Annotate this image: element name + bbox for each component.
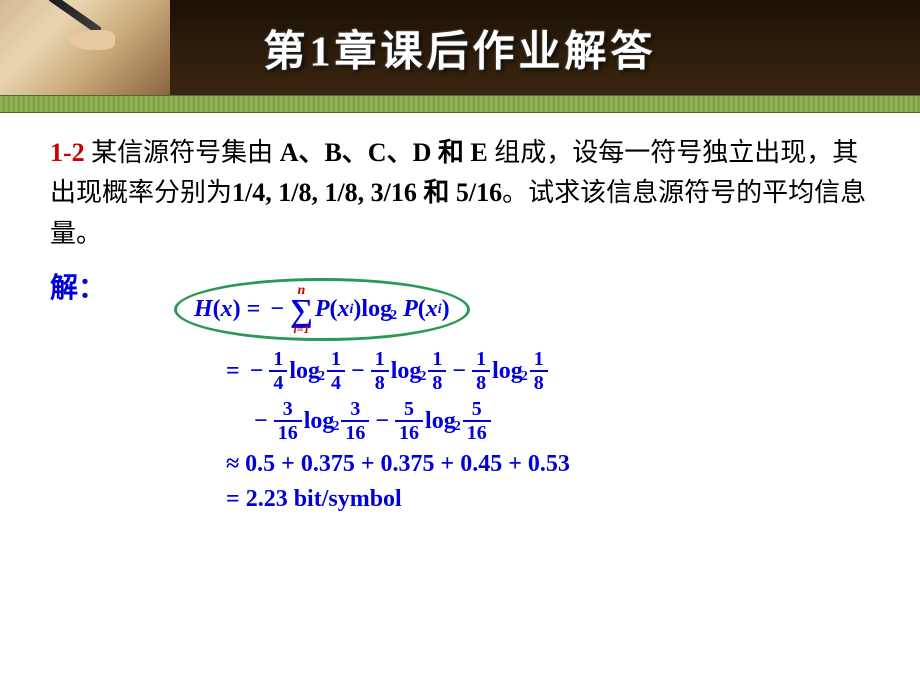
- sub-i1: i: [350, 302, 354, 318]
- fd: 8: [428, 370, 446, 393]
- fd: 8: [371, 370, 389, 393]
- frac-3-16b: 316: [341, 399, 369, 443]
- lb2c: 2: [521, 369, 528, 385]
- math-line-5: = 2.23 bit/symbol: [180, 486, 870, 513]
- lb3b: 2: [454, 419, 461, 435]
- fn: 1: [371, 349, 389, 370]
- fd: 16: [341, 420, 369, 443]
- math-line-formula: H ( x ) = − n ∑ i=1 P ( xi ) log2 P ( xi: [180, 280, 870, 340]
- fn: 5: [400, 399, 418, 420]
- result-value: 2.23: [246, 486, 288, 513]
- fn: 1: [327, 349, 345, 370]
- entropy-H: H: [194, 296, 213, 323]
- frac-1-8a: 18: [371, 349, 389, 393]
- p1-open: (: [330, 296, 338, 323]
- fn: 1: [530, 349, 548, 370]
- equals: =: [247, 296, 261, 323]
- problem-probs: 1/4, 1/8, 1/8, 3/16 和 5/16: [232, 178, 502, 207]
- frac-5-16b: 516: [463, 399, 491, 443]
- t5: 0.53: [528, 451, 570, 478]
- log2c: log: [492, 358, 523, 385]
- frac-1-4a: 14: [269, 349, 287, 393]
- problem-statement: 1-2 某信源符号集由 A、B、C、D 和 E 组成，设每一符号独立出现，其出现…: [50, 133, 870, 254]
- t2: 0.375: [301, 451, 355, 478]
- problem-text-1: 某信源符号集由: [85, 138, 280, 167]
- math-line-2: = − 14 log2 14 − 18 log2 18 − 18 log2 18: [180, 349, 870, 393]
- xi1: x: [338, 296, 350, 323]
- m2b: −: [351, 358, 365, 385]
- fn: 1: [428, 349, 446, 370]
- slide-content: 1-2 某信源符号集由 A、B、C、D 和 E 组成，设每一符号独立出现，其出现…: [0, 113, 920, 539]
- P2: P: [403, 296, 418, 323]
- decorative-hand-image: [0, 0, 170, 95]
- log3b: log: [425, 408, 456, 435]
- frac-1-8d: 18: [530, 349, 548, 393]
- var-x: x: [221, 296, 233, 323]
- fd: 8: [472, 370, 490, 393]
- approx: ≈: [226, 451, 239, 478]
- t1: 0.5: [245, 451, 275, 478]
- p2: +: [361, 451, 375, 478]
- fn: 3: [279, 399, 297, 420]
- problem-symbols: A、B、C、D 和 E: [280, 138, 488, 167]
- lb2b: 2: [419, 369, 426, 385]
- p2-open: (: [418, 296, 426, 323]
- fd: 16: [274, 420, 302, 443]
- result-unit: bit/symbol: [294, 486, 402, 513]
- formula-ellipse: H ( x ) = − n ∑ i=1 P ( xi ) log2 P ( xi: [180, 280, 464, 340]
- logbase1: 2: [390, 308, 397, 324]
- math-derivation: H ( x ) = − n ∑ i=1 P ( xi ) log2 P ( xi: [50, 280, 870, 514]
- fd: 16: [395, 420, 423, 443]
- fd: 4: [269, 370, 287, 393]
- frac-1-8c: 18: [472, 349, 490, 393]
- fn: 3: [346, 399, 364, 420]
- frac-1-4b: 14: [327, 349, 345, 393]
- m2c: −: [452, 358, 466, 385]
- t3: 0.375: [381, 451, 435, 478]
- open-paren: (: [213, 296, 221, 323]
- t4: 0.45: [460, 451, 502, 478]
- log3a: log: [304, 408, 335, 435]
- P1: P: [315, 296, 330, 323]
- eq2: =: [226, 358, 240, 385]
- sigma-symbol: ∑: [290, 298, 313, 324]
- m2a: −: [250, 358, 264, 385]
- sub-i2: i: [438, 302, 442, 318]
- m3a: −: [254, 408, 268, 435]
- finger-shape: [70, 30, 115, 50]
- frac-5-16a: 516: [395, 399, 423, 443]
- problem-number: 1-2: [50, 138, 85, 167]
- log2a: log: [289, 358, 320, 385]
- m3b: −: [375, 408, 389, 435]
- sum-upper: n: [298, 284, 306, 298]
- fn: 5: [468, 399, 486, 420]
- sum-lower: i=1: [293, 323, 309, 335]
- p4: +: [508, 451, 522, 478]
- p3: +: [441, 451, 455, 478]
- math-line-4: ≈ 0.5 + 0.375 + 0.375 + 0.45 + 0.53: [180, 451, 870, 478]
- lb3a: 2: [332, 419, 339, 435]
- frac-1-8b: 18: [428, 349, 446, 393]
- close-paren: ): [233, 296, 241, 323]
- slide-title: 第1章课后作业解答: [263, 17, 656, 78]
- fd: 8: [530, 370, 548, 393]
- fd: 4: [327, 370, 345, 393]
- slide-header: 第1章课后作业解答: [0, 0, 920, 95]
- lb2a: 2: [318, 369, 325, 385]
- p2-close: ): [442, 296, 450, 323]
- log2b: log: [391, 358, 422, 385]
- xi2: x: [426, 296, 438, 323]
- math-line-3: − 316 log2 316 − 516 log2 516: [180, 399, 870, 443]
- frac-3-16a: 316: [274, 399, 302, 443]
- eq5: =: [226, 486, 240, 513]
- p1: +: [281, 451, 295, 478]
- decorative-bar: [0, 95, 920, 113]
- log1: log: [361, 296, 392, 323]
- fd: 16: [463, 420, 491, 443]
- fn: 1: [472, 349, 490, 370]
- p1-close: ): [353, 296, 361, 323]
- fn: 1: [269, 349, 287, 370]
- summation: n ∑ i=1: [290, 284, 313, 336]
- neg: −: [270, 296, 284, 323]
